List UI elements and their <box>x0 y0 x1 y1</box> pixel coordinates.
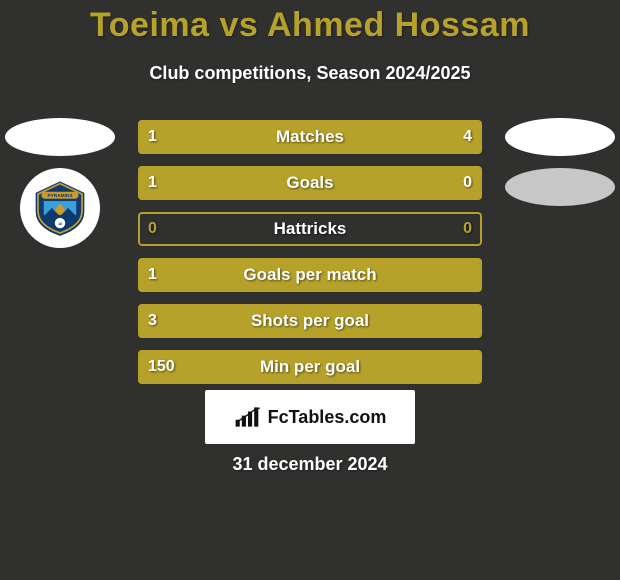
player-oval-left <box>5 118 115 156</box>
stat-left-value: 3 <box>148 304 157 338</box>
page-title: Toeima vs Ahmed Hossam <box>0 0 620 45</box>
stat-left-value: 150 <box>148 350 175 384</box>
stat-left-fill <box>138 304 482 338</box>
stat-bars: Matches14Goals10Hattricks00Goals per mat… <box>138 120 482 396</box>
fctables-logo-icon <box>234 406 262 428</box>
stat-left-value: 1 <box>148 120 157 154</box>
footer-date: 31 december 2024 <box>0 454 620 475</box>
right-player-column <box>500 118 620 218</box>
stat-row: Matches14 <box>138 120 482 154</box>
comparison-infographic: Toeima vs Ahmed Hossam Club competitions… <box>0 0 620 580</box>
stat-right-value: 4 <box>463 120 472 154</box>
branding-text: FcTables.com <box>268 407 387 428</box>
stat-row: Goals10 <box>138 166 482 200</box>
club-badge-label: PYRAMIDS <box>47 193 72 199</box>
stat-left-value: 1 <box>148 258 157 292</box>
stat-right-value: 0 <box>463 212 472 246</box>
player-oval-right-2 <box>505 168 615 206</box>
left-player-column: PYRAMIDS 18 <box>0 118 120 248</box>
stat-left-fill <box>138 258 482 292</box>
stat-row: Shots per goal3 <box>138 304 482 338</box>
pyramids-club-icon: PYRAMIDS 18 <box>31 179 89 237</box>
stat-right-value: 0 <box>463 166 472 200</box>
club-badge-left: PYRAMIDS 18 <box>20 168 100 248</box>
player-oval-right-1 <box>505 118 615 156</box>
stat-label: Hattricks <box>138 212 482 246</box>
stat-row-border <box>138 212 482 246</box>
stat-left-value: 0 <box>148 212 157 246</box>
svg-text:18: 18 <box>58 222 62 226</box>
stat-row: Hattricks0 0 <box>138 212 482 246</box>
stat-row: Min per goal150 <box>138 350 482 384</box>
stat-left-fill <box>138 166 406 200</box>
stat-right-fill <box>207 120 482 154</box>
stat-row: Goals per match1 <box>138 258 482 292</box>
stat-left-fill <box>138 350 482 384</box>
branding-badge: FcTables.com <box>205 390 415 444</box>
page-subtitle: Club competitions, Season 2024/2025 <box>0 63 620 84</box>
stat-left-value: 1 <box>148 166 157 200</box>
